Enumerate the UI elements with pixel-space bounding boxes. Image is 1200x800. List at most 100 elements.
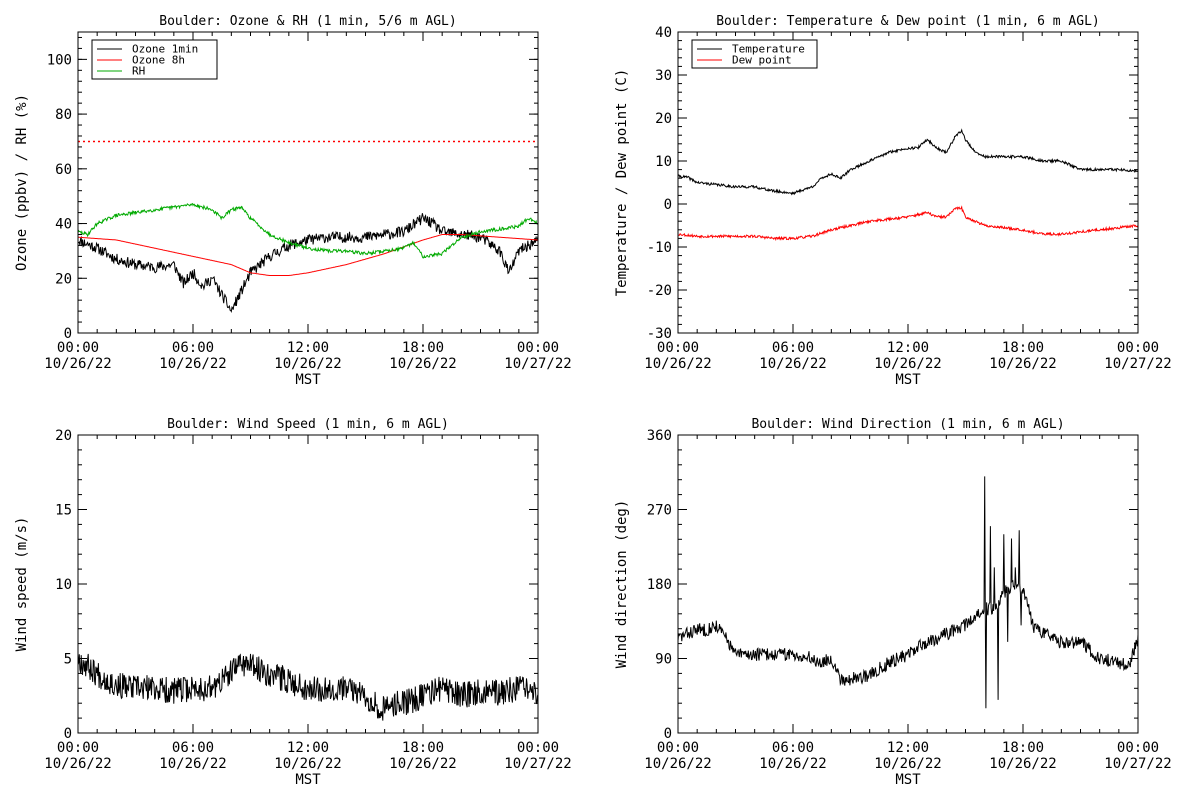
legend-label: Dew point: [732, 54, 792, 67]
x-tick-date-label: 10/26/22: [159, 356, 226, 372]
y-axis-label: Ozone (ppbv) / RH (%): [14, 94, 30, 271]
y-tick-label: 0: [664, 197, 672, 213]
x-tick-date-label: 10/26/22: [874, 356, 941, 372]
x-tick-time-label: 18:00: [1002, 740, 1044, 756]
y-tick-label: 20: [55, 271, 72, 287]
y-tick-label: 80: [55, 107, 72, 123]
y-tick-label: 270: [647, 503, 672, 519]
x-tick-date-label: 10/27/22: [1104, 756, 1171, 772]
chart-title: Boulder: Wind Direction (1 min, 6 m AGL): [751, 417, 1064, 432]
plot-area: [678, 476, 1138, 709]
x-tick-time-label: 00:00: [1117, 340, 1159, 356]
series-line-series-1: [678, 476, 1138, 709]
x-axis-label: MST: [895, 372, 921, 388]
x-tick-time-label: 06:00: [772, 740, 814, 756]
plot-frame: [677, 31, 1139, 334]
series-line-series-1: [78, 653, 538, 721]
y-tick-label: 10: [55, 577, 72, 593]
x-tick-date-label: 10/26/22: [644, 356, 711, 372]
x-tick-date-label: 10/26/22: [389, 356, 456, 372]
x-tick-time-label: 18:00: [1002, 340, 1044, 356]
x-tick-time-label: 12:00: [887, 340, 929, 356]
x-tick-time-label: 00:00: [517, 740, 559, 756]
x-axis-label: MST: [295, 772, 321, 788]
x-tick-time-label: 12:00: [287, 740, 329, 756]
x-tick-date-label: 10/26/22: [44, 756, 111, 772]
series-line-dew-point: [678, 205, 1138, 242]
legend-label: Temperature: [732, 43, 805, 56]
x-tick-date-label: 10/26/22: [874, 756, 941, 772]
x-tick-date-label: 10/27/22: [504, 356, 571, 372]
plot-area: [678, 128, 1138, 242]
x-tick-time-label: 00:00: [517, 340, 559, 356]
x-tick-date-label: 10/26/22: [389, 756, 456, 772]
x-tick-date-label: 10/26/22: [989, 756, 1056, 772]
x-tick-time-label: 00:00: [657, 740, 699, 756]
chart-2: Boulder: Temperature & Dew point (1 min,…: [614, 14, 1172, 388]
x-tick-time-label: 00:00: [57, 740, 99, 756]
y-tick-label: 20: [55, 428, 72, 444]
x-tick-time-label: 12:00: [287, 340, 329, 356]
y-axis-label: Wind direction (deg): [614, 500, 630, 669]
x-tick-time-label: 12:00: [887, 740, 929, 756]
legend-box: [691, 39, 818, 69]
x-tick-date-label: 10/26/22: [989, 356, 1056, 372]
chart-1: Boulder: Ozone & RH (1 min, 5/6 m AGL) 0 2…: [14, 14, 572, 388]
chart-3: Boulder: Wind Speed (1 min, 6 m AGL) 0 5 10…: [14, 417, 572, 788]
y-tick-label: 90: [655, 652, 672, 668]
y-tick-label: 0: [64, 326, 72, 342]
x-tick-time-label: 06:00: [772, 340, 814, 356]
x-tick-time-label: 00:00: [1117, 740, 1159, 756]
y-tick-label: 100: [47, 52, 72, 68]
y-axis-label: Temperature / Dew point (C): [614, 69, 630, 297]
y-tick-label: 180: [647, 577, 672, 593]
legend-label: Ozone 8h: [132, 54, 185, 67]
y-tick-label: 20: [655, 111, 672, 127]
x-tick-date-label: 10/26/22: [759, 756, 826, 772]
x-tick-time-label: 06:00: [172, 740, 214, 756]
y-tick-label: 40: [55, 217, 72, 233]
legend-label: Ozone 1min: [132, 43, 198, 56]
x-axis-label: MST: [895, 772, 921, 788]
y-tick-label: -20: [647, 283, 672, 299]
y-tick-label: 0: [64, 726, 72, 742]
y-tick-label: 0: [664, 726, 672, 742]
x-tick-time-label: 06:00: [172, 340, 214, 356]
y-tick-label: 40: [655, 25, 672, 41]
chart-title: Boulder: Ozone & RH (1 min, 5/6 m AGL): [159, 14, 456, 29]
y-tick-label: 10: [655, 154, 672, 170]
x-tick-time-label: 18:00: [402, 340, 444, 356]
x-axis-label: MST: [295, 372, 321, 388]
series-line-rh: [78, 202, 538, 259]
x-tick-time-label: 00:00: [57, 340, 99, 356]
chart-4: Boulder: Wind Direction (1 min, 6 m AGL)…: [614, 417, 1172, 788]
x-tick-date-label: 10/27/22: [504, 756, 571, 772]
y-tick-label: 360: [647, 428, 672, 444]
chart-title: Boulder: Temperature & Dew point (1 min,…: [716, 14, 1100, 29]
plot-frame: [677, 434, 1139, 734]
y-tick-label: 15: [55, 503, 72, 519]
series-line-ozone-1min: [78, 213, 538, 314]
series-line-ozone-8h: [78, 234, 538, 276]
x-tick-date-label: 10/26/22: [644, 756, 711, 772]
legend-label: RH: [132, 65, 145, 78]
x-tick-date-label: 10/26/22: [274, 356, 341, 372]
y-axis-label: Wind speed (m/s): [14, 517, 30, 652]
plot-area: [78, 653, 538, 721]
x-tick-date-label: 10/26/22: [274, 756, 341, 772]
y-tick-label: -10: [647, 240, 672, 256]
series-line-temperature: [678, 128, 1138, 196]
y-tick-label: 5: [64, 652, 72, 668]
y-tick-label: 30: [655, 68, 672, 84]
x-tick-date-label: 10/26/22: [759, 356, 826, 372]
x-tick-time-label: 00:00: [657, 340, 699, 356]
x-tick-date-label: 10/27/22: [1104, 356, 1171, 372]
x-tick-time-label: 18:00: [402, 740, 444, 756]
y-tick-label: 60: [55, 162, 72, 178]
plot-area: [78, 140, 538, 314]
chart-title: Boulder: Wind Speed (1 min, 6 m AGL): [167, 417, 449, 432]
x-tick-date-label: 10/26/22: [159, 756, 226, 772]
